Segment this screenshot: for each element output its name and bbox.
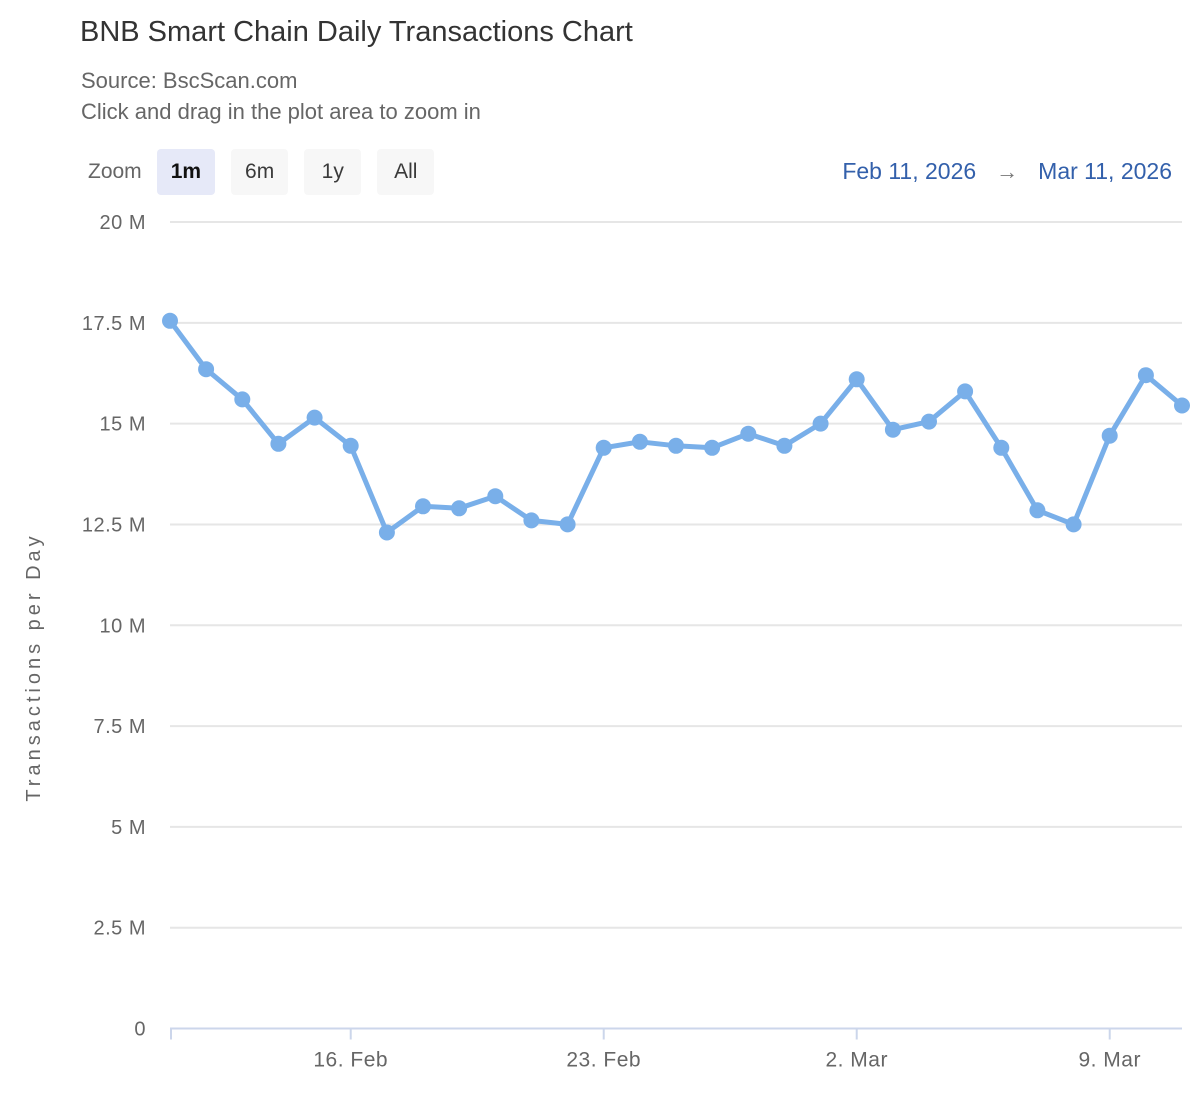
transactions-line-chart[interactable]: 20 M 17.5 M 15 M 12.5 M 10 M 7.5 M 5 M 2.5 M 0 16… xyxy=(0,200,1200,1100)
data-point[interactable] xyxy=(487,488,504,505)
date-to-link[interactable]: Mar 11, 2026 xyxy=(1038,158,1172,184)
data-point[interactable] xyxy=(631,433,648,450)
data-point[interactable] xyxy=(1101,427,1118,444)
y-axis-tick-label: 0 xyxy=(134,1019,146,1041)
data-point[interactable] xyxy=(921,413,937,430)
zoom-button-1y[interactable]: 1y xyxy=(304,149,362,195)
data-point[interactable] xyxy=(1065,516,1082,533)
data-point[interactable] xyxy=(1174,397,1190,414)
data-point[interactable] xyxy=(306,409,323,426)
arrow-right-icon: → xyxy=(996,158,1019,184)
zoom-button-group: 1m 6m 1y All xyxy=(156,149,451,195)
date-from-link[interactable]: Feb 11, 2026 xyxy=(842,158,977,184)
data-point[interactable] xyxy=(415,498,431,515)
data-point[interactable] xyxy=(234,391,251,408)
zoom-hint-line: Click and drag in the plot area to zoom … xyxy=(81,99,481,124)
zoom-button-6m[interactable]: 6m xyxy=(231,149,289,195)
data-point[interactable] xyxy=(740,425,757,442)
data-point[interactable] xyxy=(451,500,468,517)
y-axis-tick-label: 12.5 M xyxy=(82,514,146,536)
data-point[interactable] xyxy=(1137,367,1154,384)
data-point[interactable] xyxy=(378,524,395,541)
data-point[interactable] xyxy=(993,439,1010,456)
data-point[interactable] xyxy=(957,383,974,400)
data-point[interactable] xyxy=(704,439,721,456)
zoom-label: Zoom xyxy=(88,160,142,183)
y-axis-tick-label: 5 M xyxy=(111,817,146,839)
y-axis-tick-label: 17.5 M xyxy=(82,313,146,335)
data-point[interactable] xyxy=(342,437,359,454)
data-point[interactable] xyxy=(776,437,793,454)
data-point[interactable] xyxy=(162,312,178,329)
page-title: BNB Smart Chain Daily Transactions Chart xyxy=(80,16,633,48)
y-axis-title: Transactions per Day xyxy=(23,532,45,801)
data-point[interactable] xyxy=(884,421,901,438)
data-point[interactable] xyxy=(1029,502,1046,519)
data-point[interactable] xyxy=(523,512,540,529)
x-axis-tick-label: 9. Mar xyxy=(1078,1049,1141,1072)
data-point[interactable] xyxy=(559,516,576,533)
data-point[interactable] xyxy=(270,435,287,452)
zoom-button-all[interactable]: All xyxy=(377,149,435,195)
x-axis-tick-label: 23. Feb xyxy=(566,1049,641,1072)
y-axis-tick-label: 10 M xyxy=(100,615,146,637)
x-axis-tick-label: 16. Feb xyxy=(313,1049,388,1072)
x-axis-tick-label: 2. Mar xyxy=(825,1049,888,1072)
transactions-series-line xyxy=(167,318,1185,535)
data-point[interactable] xyxy=(595,439,612,456)
data-point[interactable] xyxy=(198,361,215,378)
data-point[interactable] xyxy=(848,371,865,388)
date-range: Feb 11, 2026 → Mar 11, 2026 xyxy=(842,158,1172,185)
data-point[interactable] xyxy=(812,415,829,432)
data-point[interactable] xyxy=(668,437,684,454)
y-axis-tick-label: 15 M xyxy=(100,414,146,436)
zoom-button-1m[interactable]: 1m xyxy=(156,149,216,195)
y-axis-tick-label: 2.5 M xyxy=(93,918,146,940)
y-axis-tick-label: 7.5 M xyxy=(93,716,146,738)
y-axis-tick-label: 20 M xyxy=(100,212,146,234)
source-line: Source: BscScan.com xyxy=(81,68,298,93)
zoom-controls: Zoom 1m 6m 1y All xyxy=(88,149,450,195)
